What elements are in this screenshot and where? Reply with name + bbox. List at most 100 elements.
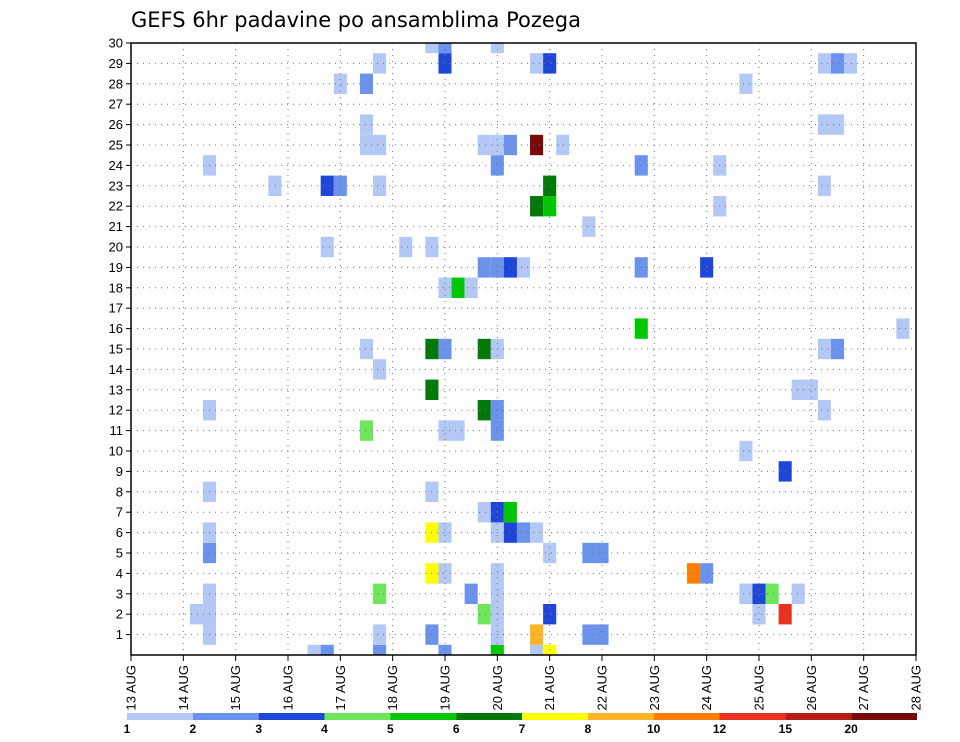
precip-cell — [582, 624, 596, 645]
x-tick-label: 22 AUG — [595, 665, 610, 711]
precip-cell — [791, 379, 805, 400]
x-tick-label: 24 AUG — [699, 665, 714, 711]
colorbar-label: 3 — [255, 722, 262, 736]
x-tick-label: 18 AUG — [385, 665, 400, 711]
precip-cell — [804, 379, 818, 400]
precip-cell — [451, 420, 465, 441]
precip-cell — [543, 196, 557, 217]
colorbar-swatch — [653, 713, 720, 720]
colorbar-swatch — [456, 713, 522, 720]
y-tick-label: 13 — [109, 382, 123, 397]
precip-cell — [490, 43, 504, 54]
precip-cell — [477, 134, 491, 156]
x-tick-label: 23 AUG — [647, 665, 662, 711]
precip-cell — [477, 502, 491, 523]
precip-cell — [503, 502, 517, 523]
precip-cell — [373, 644, 387, 655]
precip-cell — [438, 53, 452, 74]
x-tick-label: 21 AUG — [542, 665, 557, 711]
precip-cell — [359, 420, 374, 441]
precip-cell — [817, 400, 831, 421]
y-tick-label: 5 — [116, 546, 123, 561]
colorbar-swatch — [127, 713, 193, 720]
precip-cell — [530, 196, 544, 217]
plot-frame — [130, 42, 917, 656]
y-tick-label: 12 — [109, 403, 123, 418]
colorbar-label: 12 — [713, 722, 727, 736]
precip-cell — [582, 216, 596, 237]
y-tick-label: 9 — [116, 464, 123, 479]
precip-cell — [373, 53, 387, 74]
y-tick-label: 22 — [109, 199, 123, 214]
precip-cell — [752, 604, 766, 625]
precip-cell — [438, 563, 452, 584]
y-tick-label: 15 — [109, 342, 123, 357]
precip-cell — [530, 522, 544, 543]
y-tick-label: 7 — [116, 505, 123, 520]
precip-cell — [765, 583, 779, 604]
precip-cell — [477, 338, 491, 360]
precip-cell — [791, 583, 805, 604]
precip-cell — [477, 604, 491, 625]
y-tick-label: 10 — [109, 444, 123, 459]
colorbar-swatch — [390, 713, 457, 720]
precip-cell — [817, 114, 831, 135]
precip-cell — [556, 134, 570, 156]
colorbar-label: 5 — [387, 722, 394, 736]
precip-cell — [438, 522, 452, 543]
precip-cell — [739, 440, 753, 462]
colorbar-label: 7 — [519, 722, 526, 736]
colorbar-label: 20 — [844, 722, 858, 736]
precip-cell — [464, 277, 478, 298]
precip-cell — [530, 134, 544, 156]
precip-cell — [700, 257, 714, 278]
precip-cell — [438, 420, 452, 441]
precip-cell — [373, 624, 387, 645]
precip-cell — [700, 563, 714, 584]
precip-cell — [830, 114, 845, 135]
precip-cell — [896, 318, 910, 339]
x-tick-label: 17 AUG — [333, 665, 348, 711]
precip-cell — [438, 277, 452, 298]
x-tick-label: 25 AUG — [752, 665, 767, 711]
precip-cell — [543, 53, 557, 74]
colorbar-swatch — [258, 713, 325, 720]
colorbar-label: 15 — [779, 722, 793, 736]
colorbar-swatch — [851, 713, 917, 720]
y-tick-label: 28 — [109, 76, 123, 91]
precip-cell — [817, 53, 831, 74]
colorbar-swatch — [324, 713, 391, 720]
precip-cell — [503, 134, 517, 156]
precip-cell — [687, 563, 701, 584]
y-tick-label: 23 — [109, 178, 123, 193]
precip-cell — [530, 53, 544, 74]
y-tick-label: 26 — [109, 117, 123, 132]
precip-cell — [817, 338, 831, 360]
y-tick-label: 1 — [116, 627, 123, 642]
precip-cell — [817, 175, 831, 196]
precip-cell — [503, 522, 517, 543]
precip-cell — [739, 73, 753, 94]
precip-cell — [307, 644, 321, 655]
precip-cell — [399, 236, 413, 258]
y-tick-label: 16 — [109, 321, 123, 336]
precip-cell — [503, 257, 517, 278]
precip-cell — [425, 43, 439, 54]
precip-cell — [543, 175, 557, 196]
y-tick-label: 11 — [110, 423, 124, 438]
x-tick-label: 16 AUG — [281, 665, 296, 711]
colorbar-label: 2 — [189, 722, 196, 736]
y-tick-label: 25 — [109, 138, 123, 153]
y-tick-label: 2 — [116, 607, 123, 622]
precip-cell — [373, 134, 387, 156]
colorbar-label: 1 — [124, 722, 131, 736]
precip-cell — [189, 604, 203, 625]
x-tick-label: 13 AUG — [124, 665, 139, 711]
precip-cell — [530, 644, 544, 655]
y-axis-ticks: 1234567891011121314151617181920212223242… — [109, 36, 131, 642]
y-tick-label: 29 — [109, 56, 123, 71]
precip-cell — [333, 175, 347, 196]
precip-cell — [530, 624, 544, 645]
x-tick-label: 28 AUG — [909, 665, 924, 711]
y-tick-label: 27 — [109, 97, 123, 112]
